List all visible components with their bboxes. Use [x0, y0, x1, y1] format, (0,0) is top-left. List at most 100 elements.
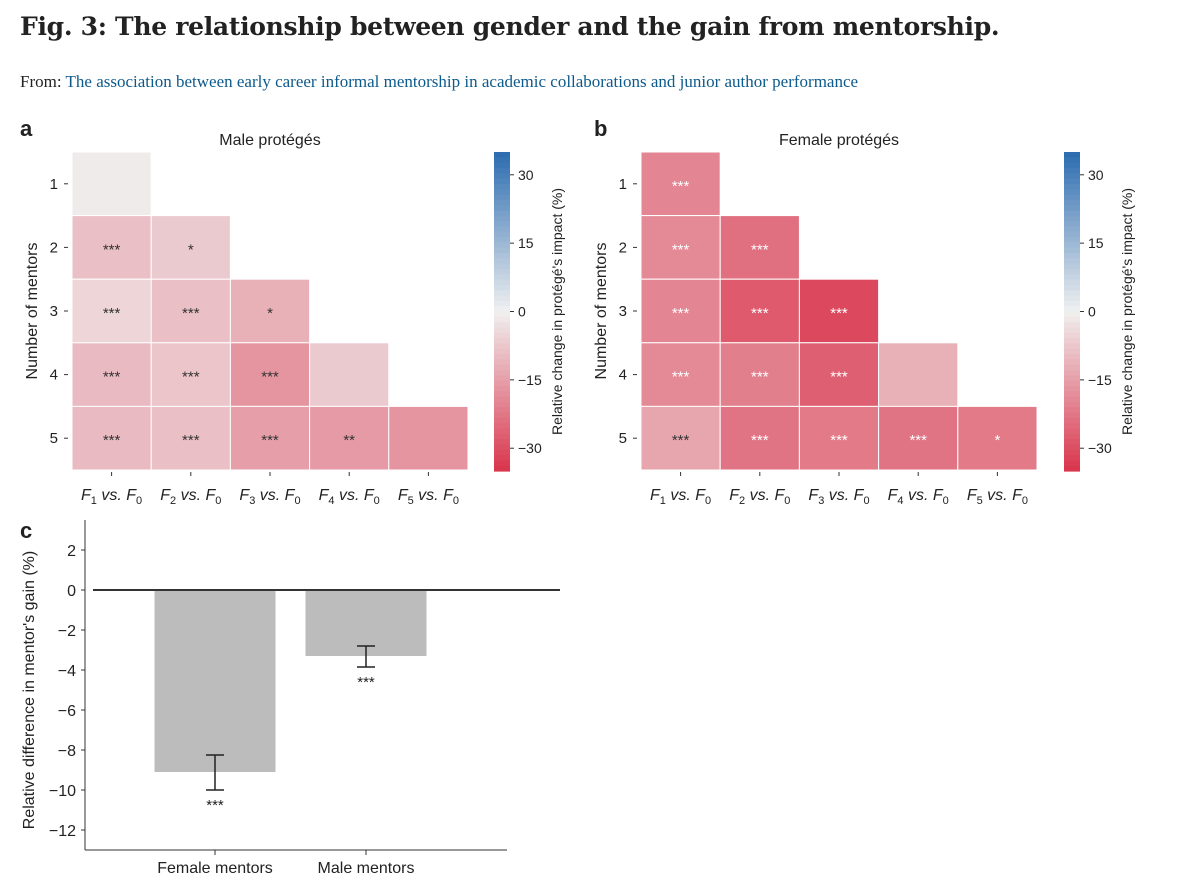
colorbar-segment	[1064, 274, 1080, 281]
significance-label: ***	[751, 369, 769, 386]
y-tick-label: −2	[58, 623, 76, 640]
colorbar-segment	[1064, 247, 1080, 254]
colorbar-segment	[494, 178, 510, 185]
y-tick-label: 0	[67, 583, 76, 600]
heatmap-cell	[640, 215, 721, 280]
colorbar-segment	[494, 391, 510, 398]
significance-label: ***	[672, 241, 690, 258]
heatmap-cell	[719, 278, 800, 344]
x-tick-label: F2 vs. F0	[729, 487, 790, 507]
panel-label-b: b	[594, 116, 607, 141]
y-tick-label: 1	[50, 176, 58, 193]
colorbar-segment	[1064, 189, 1080, 196]
colorbar-segment	[1064, 306, 1080, 313]
heatmap-cell	[229, 278, 311, 344]
significance-label: *	[267, 305, 273, 322]
x-tick-label: F3 vs. F0	[239, 487, 300, 507]
colorbar-segment	[494, 322, 510, 329]
colorbar-segment	[1064, 152, 1080, 158]
colorbar-segment	[494, 343, 510, 350]
colorbar-segment	[494, 284, 510, 291]
significance-label: ***	[672, 178, 690, 195]
colorbar-segment	[494, 444, 510, 451]
colorbar-segment	[494, 428, 510, 435]
colorbar-segment	[1064, 359, 1080, 366]
y-tick-label: −12	[49, 823, 76, 840]
colorbar-segment	[494, 311, 510, 318]
significance-label: ***	[103, 369, 121, 386]
colorbar-segment	[494, 157, 510, 164]
colorbar-segment	[494, 407, 510, 414]
colorbar-segment	[1064, 167, 1080, 174]
from-label: From:	[20, 72, 62, 91]
significance-label: **	[343, 432, 355, 449]
colorbar-segment	[494, 263, 510, 270]
colorbar-segment	[1064, 300, 1080, 307]
colorbar-segment	[1064, 401, 1080, 408]
colorbar-tick-label: −15	[518, 372, 542, 388]
colorbar-segment	[1064, 439, 1080, 446]
y-tick-label: 5	[619, 430, 627, 447]
colorbar-segment	[1064, 354, 1080, 360]
colorbar-segment	[1064, 194, 1080, 201]
colorbar-segment	[1064, 343, 1080, 350]
colorbar-segment	[1064, 322, 1080, 329]
colorbar-segment	[494, 253, 510, 259]
colorbar-segment	[1064, 279, 1080, 286]
colorbar-segment	[1064, 444, 1080, 451]
colorbar-segment	[1064, 460, 1080, 467]
colorbar-segment	[1064, 396, 1080, 403]
colorbar-segment	[494, 316, 510, 323]
heatmap-cell	[719, 405, 800, 471]
colorbar-segment	[1064, 428, 1080, 435]
y-tick-label: −4	[58, 663, 76, 680]
colorbar-segment	[494, 364, 510, 371]
heatmap-title: Female protégés	[779, 132, 899, 149]
colorbar-segment	[494, 369, 510, 376]
colorbar-segment	[1064, 173, 1080, 180]
x-tick-label: F4 vs. F0	[319, 487, 380, 507]
source-article-link[interactable]: The association between early career inf…	[65, 72, 859, 91]
y-tick-label: −10	[49, 783, 76, 800]
colorbar-segment	[494, 242, 510, 249]
colorbar-segment	[1064, 183, 1080, 190]
significance-label: ***	[672, 432, 690, 449]
colorbar-tick-label: 30	[1088, 167, 1104, 183]
significance-label: ***	[830, 432, 848, 449]
heatmap-cell	[640, 151, 721, 217]
colorbar-segment	[1064, 157, 1080, 164]
x-tick-label: F1 vs. F0	[650, 487, 711, 507]
colorbar-segment	[494, 210, 510, 217]
heatmap-cell	[309, 342, 390, 407]
colorbar-segment	[494, 300, 510, 307]
significance-label: ***	[751, 432, 769, 449]
y-tick-label: 2	[619, 239, 627, 256]
heatmap-cell	[798, 405, 880, 471]
colorbar-tick-label: 0	[518, 304, 526, 320]
significance-label: ***	[182, 432, 200, 449]
colorbar-label: Relative change in protégé's impact (%)	[1119, 188, 1135, 435]
y-tick-label: 4	[50, 367, 58, 384]
colorbar-segment	[1064, 178, 1080, 185]
colorbar-segment	[1064, 311, 1080, 318]
colorbar-segment	[1064, 417, 1080, 424]
heatmap-cell	[798, 278, 880, 344]
heatmap-cell	[388, 405, 469, 471]
significance-label: ***	[830, 305, 848, 322]
colorbar-segment	[494, 226, 510, 233]
colorbar-segment	[494, 173, 510, 180]
colorbar-segment	[1064, 290, 1080, 297]
y-tick-label: 4	[619, 367, 627, 384]
colorbar-segment	[1064, 412, 1080, 419]
significance-label: *	[994, 432, 1000, 449]
colorbar-segment	[494, 338, 510, 344]
colorbar-segment	[1064, 231, 1080, 238]
y-axis-label: Relative difference in mentor's gain (%)	[21, 551, 38, 829]
colorbar-segment	[494, 279, 510, 286]
significance-label: ***	[261, 432, 279, 449]
significance-label: ***	[103, 432, 121, 449]
colorbar-segment	[494, 295, 510, 302]
colorbar-segment	[494, 290, 510, 297]
y-axis-label: Number of mentors	[593, 243, 610, 380]
colorbar-segment	[1064, 221, 1080, 228]
